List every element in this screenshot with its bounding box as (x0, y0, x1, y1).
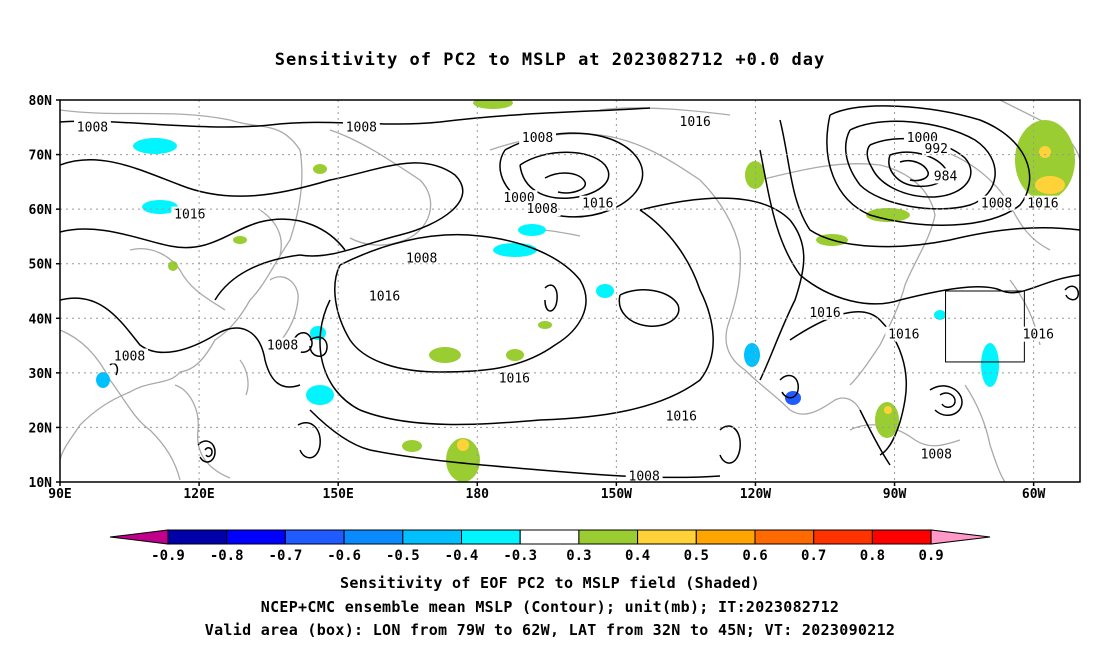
colorbar-swatch (813, 529, 873, 545)
colorbar-swatch (637, 529, 697, 545)
colorbar-label: 0.4 (625, 548, 650, 564)
lon-label: 90E (48, 487, 71, 502)
contour-label: 1008 (629, 470, 660, 485)
colorbar-label: 0.3 (566, 548, 591, 564)
colorbar-swatch (402, 529, 462, 545)
lon-label: 150W (601, 487, 632, 502)
colorbar-swatch (695, 529, 756, 545)
colorbar: -0.9 -0.8 -0.7 -0.6 -0.5 -0.4 -0.3 0.3 0.4 0.5 0.6… (109, 529, 991, 564)
colorbar-label: 0.5 (684, 548, 709, 564)
colorbar-low-end (109, 529, 169, 545)
colorbar-label: -0.8 (210, 548, 244, 564)
colorbar-swatch (167, 529, 228, 545)
contour-label: 1008 (522, 131, 553, 146)
lat-label: 80N (29, 94, 53, 109)
lat-label: 50N (29, 258, 53, 273)
lon-label: 90W (883, 487, 907, 502)
colorbar-label: 0.7 (801, 548, 826, 564)
colorbar-label: -0.3 (503, 548, 537, 564)
contour-label: 1016 (666, 410, 697, 425)
colorbar-label: 0.8 (860, 548, 885, 564)
contour-label: 1008 (346, 120, 377, 135)
contour-label: 1016 (174, 208, 205, 223)
contour-label: 1016 (888, 328, 919, 343)
longitude-axis: 90E 120E 150E 180 150W 120W 90W 60W (48, 482, 1046, 502)
contour-label: 992 (925, 142, 948, 157)
colorbar-label: -0.9 (151, 548, 185, 564)
lat-label: 20N (29, 421, 53, 436)
colorbar-label: 0.6 (742, 548, 767, 564)
lat-label: 40N (29, 312, 53, 327)
colorbar-swatch (754, 529, 815, 545)
latitude-axis: 80N 70N 60N 50N 40N 30N 20N 10N (29, 94, 60, 491)
lon-label: 180 (466, 487, 490, 502)
coastlines (60, 100, 1080, 482)
contour-label: 1016 (680, 115, 711, 130)
lon-label: 120E (183, 487, 214, 502)
footer-line-2: NCEP+CMC ensemble mean MSLP (Contour); u… (260, 598, 840, 616)
colorbar-label: -0.4 (445, 548, 479, 564)
map-title: Sensitivity of PC2 to MSLP at 2023082712… (274, 50, 826, 70)
colorbar-swatch (226, 529, 286, 545)
colorbar-label: -0.5 (386, 548, 420, 564)
lat-label: 10N (29, 476, 53, 491)
valid-area-box (945, 290, 1025, 363)
mslp-contours (60, 105, 1080, 479)
lat-label: 30N (29, 367, 53, 382)
contour-label: 1008 (267, 339, 298, 354)
contour-label: 1016 (499, 371, 530, 386)
colorbar-swatch (461, 529, 521, 545)
footer-line-3: Valid area (box): LON from 79W to 62W, L… (204, 621, 896, 639)
contour-label: 1016 (582, 197, 613, 212)
colorbar-swatch (519, 529, 580, 545)
contour-label: 1008 (921, 448, 952, 463)
contour-label: 1008 (406, 251, 437, 266)
colorbar-swatch (871, 529, 932, 545)
plot-frame (59, 99, 1081, 483)
lat-label: 60N (29, 203, 53, 218)
grid-lines (60, 100, 1080, 482)
colorbar-label: 0.9 (918, 548, 943, 564)
lon-label: 120W (740, 487, 771, 502)
contour-label: 1016 (809, 306, 840, 321)
colorbar-label: -0.6 (327, 548, 361, 564)
contour-label: 1008 (77, 120, 108, 135)
footer-line-1: Sensitivity of EOF PC2 to MSLP field (Sh… (340, 574, 760, 592)
contour-label: 984 (934, 169, 958, 184)
colorbar-swatch (343, 529, 404, 545)
colorbar-swatch (578, 529, 639, 545)
lat-label: 70N (29, 149, 53, 164)
colorbar-swatch (284, 529, 345, 545)
contour-label: 1008 (981, 197, 1012, 212)
contour-label: 1016 (1023, 328, 1054, 343)
colorbar-label: -0.7 (269, 548, 303, 564)
lon-label: 60W (1022, 487, 1046, 502)
lon-label: 150E (323, 487, 354, 502)
contour-label: 1008 (114, 349, 145, 364)
contour-label: 1008 (527, 202, 558, 217)
colorbar-high-end (930, 529, 991, 545)
contour-label: 1016 (369, 289, 400, 304)
contour-label: 1016 (1027, 197, 1058, 212)
